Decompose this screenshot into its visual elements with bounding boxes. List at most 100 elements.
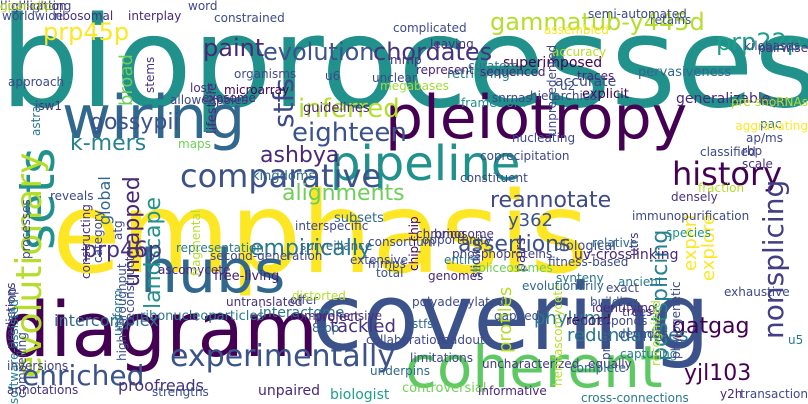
word-59: superimposed [503,55,603,71]
word-162: chromosome [416,227,494,241]
word-93: curators [468,59,518,73]
word-133: complete [570,361,627,375]
word-19: prp22p [716,28,803,56]
word-65: generalizable [676,91,771,107]
word-36: y362 [508,210,554,231]
word-2: emphasis [52,169,589,299]
word-32: empirically [250,236,372,261]
word-128: corresponds [574,314,648,328]
word-79: interactome [259,305,345,321]
word-179: processes [19,199,33,260]
word-138: pre-snoRNAs [731,95,808,109]
word-167: classified [700,145,756,159]
word-140: retains [650,13,692,27]
word-130: y2h [720,387,743,401]
word-132: capturing [620,347,678,361]
word-4: diagram [2,285,319,374]
word-23: paint [203,34,265,62]
word-125: exact [606,281,639,295]
word-91: megabases [380,79,449,93]
word-186: u2 [560,79,576,93]
word-37: phylum [534,308,602,329]
word-127: building [590,295,639,309]
word-118: identifying [592,301,656,315]
word-73: underpins [370,364,430,378]
word-35: prp46p [83,238,162,263]
word-191: recognized [649,300,663,366]
word-94: assembled [544,23,609,37]
word-169: sliding [469,239,483,279]
word-152: maps [178,137,211,151]
word-149: poles [216,93,248,107]
word-189: aggravating [735,119,808,133]
word-180: atg [111,220,125,240]
word-160: mrnps [368,257,406,271]
word-131: equally [588,357,632,371]
word-171: stfs [412,317,434,331]
word-157: interspecific [295,219,369,233]
word-18: evolution [263,38,375,66]
word-109: second-generation [210,249,323,263]
word-20: prp45p [43,18,130,46]
word-85: scale [742,157,773,171]
word-12: experimentally [170,339,396,374]
word-5: pleiotropy [385,83,688,153]
word-97: microarray [224,83,290,97]
word-105: annotations [7,383,79,397]
word-161: entire [444,253,480,267]
word-6: coherent [405,333,663,401]
word-182: category [91,209,105,263]
word-176: untranslated [226,295,303,309]
word-142: complicated [393,21,467,35]
word-90: snrnas [492,91,532,105]
word-181: uniform [111,289,125,337]
word-83: rbps [760,94,787,108]
word-190: proved [599,317,613,360]
word-21: gammatub-y445d [490,8,705,36]
word-154: isw1 [35,99,63,113]
word-44: tackled [330,316,396,337]
word-63: accurate [555,74,617,90]
word-76: informative [478,384,547,398]
word-22: chordates [373,38,493,66]
word-25: k-mers [70,131,147,156]
word-54: free-living [214,269,280,284]
word-139: pairwise [757,41,808,55]
word-141: constrained [214,11,285,25]
word-108: representation [176,241,265,255]
word-137: kilobases [744,39,800,53]
word-150: allowed [170,93,217,107]
word-122: relative [592,236,638,250]
word-47: redundancies [567,325,689,346]
word-71: total [376,266,404,280]
word-46: gatgag [672,314,750,339]
word-170: distorted [292,289,346,303]
word-38: explore [698,214,719,282]
word-49: proofreads [118,376,204,395]
word-174: limitations [410,351,473,365]
word-95: semi-automated [588,7,687,21]
word-173: collaboration [366,333,445,347]
word-163: bring [434,227,466,241]
word-16: comparative [180,157,382,195]
word-166: fraction [698,181,745,195]
word-72: gapped [494,309,540,323]
word-61: framework [461,96,526,110]
word-194: evolutionarily [522,279,604,293]
word-98: organisms [234,67,297,81]
word-119: ancient [618,275,663,289]
word-134: decades [618,327,669,341]
word-121: species [666,226,711,240]
word-60: guidelines [303,101,370,116]
word-9: hubs [140,237,286,307]
word-52: intercomplex [54,311,159,330]
word-177: reveals [50,189,94,203]
word-27: reannotate [490,188,612,213]
word-158: surveillance [300,239,373,253]
word-146: u6 [325,69,341,83]
word-193: coprecipitation [480,149,570,163]
word-51: unpaired [258,383,321,399]
word-88: pervasiveness [638,65,732,80]
word-184: accuracy [552,45,607,59]
word-28: nonsplicing [757,180,790,340]
